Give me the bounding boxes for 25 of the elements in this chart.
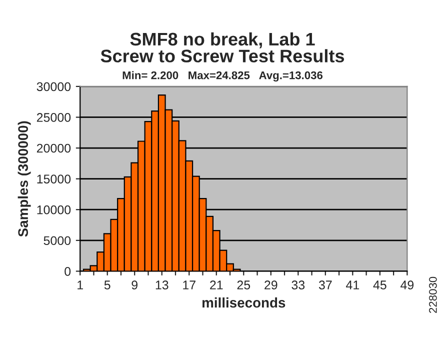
x-tick-label: 41 — [346, 280, 360, 290]
x-tick-label: 5 — [104, 280, 110, 290]
x-tick-label: 21 — [210, 280, 223, 290]
chart-title: SMF8 no break, Lab 1 Screw to Screw Test Results — [100, 32, 344, 62]
y-tick-label: 25000 — [36, 113, 71, 122]
x-tick-label: 25 — [237, 280, 250, 290]
x-tick-label: 17 — [183, 280, 196, 290]
y-tick-label: 30000 — [36, 82, 71, 92]
y-tick-label: 0 — [64, 267, 71, 276]
y-tick-label: 15000 — [37, 174, 71, 184]
y-tick-label: 20000 — [36, 144, 71, 153]
x-tick-label: 9 — [132, 280, 138, 290]
x-axis-title: milliseconds — [202, 297, 286, 308]
x-tick-label: 37 — [318, 280, 332, 290]
chart-subtitle: Min= 2.200 Max=24.825 Avg.=13.036 — [122, 71, 323, 82]
x-tick-label: 33 — [292, 280, 305, 290]
text: 228030 — [428, 276, 437, 313]
x-tick-label: 1 — [78, 280, 83, 290]
x-tick-label: 45 — [373, 280, 386, 290]
x-tick-label: 49 — [400, 280, 414, 290]
y-tick-label: 5000 — [44, 236, 71, 246]
y-axis-title: Samples (300000) — [18, 121, 31, 237]
x-tick-label: 13 — [156, 280, 168, 290]
x-tick-label: 29 — [264, 280, 278, 290]
y-tick-label: 10000 — [37, 205, 71, 214]
